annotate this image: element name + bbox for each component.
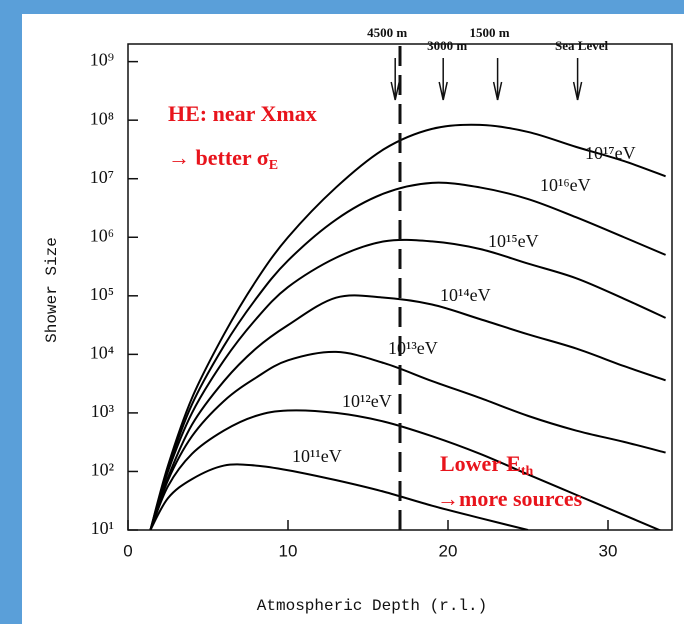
x-tick-label: 10 [279, 541, 298, 560]
panel [22, 14, 684, 624]
y-tick-label: 10⁹ [90, 50, 114, 70]
y-tick-label: 10⁶ [90, 225, 114, 245]
page: {"chart_data": {"type": "line", "y_label… [0, 0, 684, 624]
x-tick-label: 30 [599, 541, 618, 560]
altitude-label: 1500 m [470, 25, 510, 40]
curve-label: 10¹¹eV [292, 446, 342, 466]
altitude-label: 4500 m [367, 25, 407, 40]
annotation-text: →more sources [437, 486, 583, 511]
curve-label: 10¹⁴eV [440, 285, 491, 305]
x-tick-label: 0 [123, 541, 132, 560]
curve-label: 10¹⁶eV [540, 175, 591, 195]
curve-label: 10¹⁵eV [488, 231, 539, 251]
altitude-label: 3000 m [427, 38, 467, 53]
curve-label: 10¹⁷eV [585, 143, 636, 163]
annotation: →more sources [437, 486, 583, 511]
x-tick-label: 20 [439, 541, 458, 560]
curve-label: 10¹²eV [342, 391, 392, 411]
y-axis-label: Shower Size [43, 237, 61, 343]
y-tick-label: 10² [91, 460, 114, 480]
x-axis-label: Atmospheric Depth (r.l.) [257, 597, 487, 615]
annotation-text: → better σ [168, 145, 269, 170]
annotation-text: HE: near Xmax [168, 101, 317, 126]
y-tick-label: 10⁴ [90, 342, 114, 362]
annotation-subscript: E [269, 158, 278, 173]
curve-label: 10¹³eV [388, 338, 438, 358]
annotation: HE: near Xmax [168, 101, 317, 126]
y-tick-label: 10⁵ [90, 284, 114, 304]
annotation: Lower Eth [440, 451, 534, 479]
annotation: → better σE [168, 145, 278, 173]
y-tick-label: 10³ [91, 401, 115, 421]
annotation-subscript: th [521, 464, 534, 479]
y-tick-label: 10⁸ [90, 108, 114, 128]
chart: Shower Size Atmospheric Depth (r.l.) 10¹… [0, 0, 684, 624]
y-tick-label: 10⁷ [90, 167, 114, 187]
altitude-label: Sea Level [555, 38, 608, 53]
y-tick-label: 10¹ [91, 518, 114, 538]
annotation-text: Lower E [440, 451, 521, 476]
